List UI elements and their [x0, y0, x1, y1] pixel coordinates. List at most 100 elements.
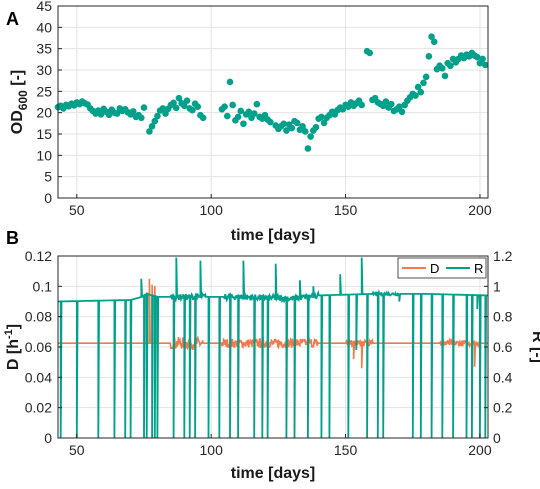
y-tick-label-left: 0.04: [25, 369, 52, 385]
data-point: [105, 111, 113, 119]
data-point: [250, 110, 258, 117]
data-point: [181, 102, 188, 110]
data-point: [234, 113, 242, 121]
data-point: [224, 112, 231, 120]
y-axis-label-a-unit: [-]: [9, 70, 26, 90]
data-point: [301, 128, 309, 135]
legend-label-r: R: [474, 261, 483, 276]
data-point: [151, 117, 159, 125]
series-r-line: [58, 257, 488, 438]
x-axis-label-b: time [days]: [231, 465, 315, 482]
data-point: [387, 100, 395, 108]
legend-label-d: D: [430, 261, 439, 276]
data-point: [414, 83, 422, 91]
data-point: [473, 53, 481, 61]
y-tick-label: 5: [44, 169, 52, 185]
y-axis-label-a-sub: 600: [16, 90, 30, 110]
y-axis-label-right-b: R [-]: [529, 331, 540, 363]
y-ticks-right-b: 0 0.2 0.4 0.6 0.8 1 1.2: [484, 248, 513, 446]
data-point: [417, 88, 425, 96]
y-tick-label-left: 0.06: [25, 339, 52, 355]
y-tick-label: 0: [44, 190, 52, 206]
data-point: [398, 108, 406, 116]
data-point: [237, 107, 245, 115]
data-point: [428, 33, 435, 41]
data-point: [307, 133, 314, 140]
y-tick-label: 10: [36, 147, 52, 163]
data-point: [267, 118, 274, 126]
x-tick-label: 100: [200, 202, 224, 218]
data-point: [240, 120, 247, 128]
data-point: [129, 108, 137, 115]
y-tick-label: 45: [36, 0, 52, 14]
y-tick-label-left: 0.1: [33, 278, 53, 294]
data-point: [175, 94, 183, 102]
data-point: [299, 123, 306, 130]
data-point: [245, 108, 253, 116]
lines-b: [58, 257, 488, 438]
data-point: [194, 103, 202, 110]
y-tick-label: 35: [36, 41, 52, 57]
y-axis-label-a-main: OD: [9, 110, 26, 134]
data-point: [113, 110, 121, 117]
data-point: [358, 101, 365, 109]
data-point: [226, 78, 234, 86]
data-point: [221, 103, 228, 110]
panel-a: A 50 100 150 200 0 5 10 15 20 25 30 35 40 45 time [d…: [6, 0, 492, 244]
data-point: [140, 104, 148, 111]
data-point: [420, 79, 427, 87]
data-point: [366, 49, 374, 57]
data-point: [148, 123, 156, 130]
x-ticks-b: 50 100 150 200: [69, 434, 492, 458]
data-point: [425, 53, 433, 60]
od600-series: [54, 33, 489, 152]
y-tick-label: 30: [36, 62, 52, 78]
x-axis-label-a: time [days]: [231, 227, 315, 244]
grid-b: [58, 255, 488, 439]
data-point: [479, 55, 486, 63]
y-ticks-left-b: 0 0.02 0.04 0.06 0.08 0.1 0.12: [25, 248, 62, 446]
y-axis-label-b-sup: -1: [3, 329, 15, 339]
x-tick-label: 100: [200, 442, 224, 458]
y-tick-label-left: 0: [44, 430, 52, 446]
y-tick-label-right: 1.2: [493, 248, 513, 264]
panel-label-a: A: [6, 9, 19, 29]
data-point: [422, 73, 430, 81]
data-point: [138, 114, 145, 122]
series-d-line: [58, 278, 488, 369]
data-point: [97, 111, 105, 118]
data-point: [320, 119, 328, 127]
y-axis-label-a: OD600 [-]: [9, 70, 30, 134]
x-tick-label: 150: [334, 442, 358, 458]
data-point: [382, 98, 390, 105]
x-tick-label: 200: [468, 202, 492, 218]
data-point: [283, 127, 290, 134]
y-tick-label: 25: [36, 83, 52, 99]
x-tick-label: 50: [69, 442, 85, 458]
data-point: [154, 112, 161, 120]
x-tick-label: 200: [468, 442, 492, 458]
y-axis-label-left-b: D [h-1]: [3, 324, 22, 370]
data-point: [288, 124, 296, 132]
data-point: [482, 61, 489, 69]
data-point: [183, 97, 191, 105]
panel-b: B 50 100 150 200 0 0.02 0.04 0.06 0.08 0.1 0.12 0…: [3, 228, 540, 482]
y-tick-label-right: 0.4: [493, 369, 513, 385]
data-point: [304, 145, 312, 152]
data-point: [447, 62, 454, 70]
y-tick-label-left: 0.12: [25, 248, 52, 264]
grid-a: [58, 5, 488, 199]
data-point: [430, 38, 438, 46]
data-point: [441, 72, 449, 80]
y-tick-label-right: 0: [493, 430, 501, 446]
y-tick-label: 20: [36, 105, 52, 121]
data-point: [170, 99, 177, 107]
data-point: [396, 103, 403, 110]
panel-label-b: B: [6, 228, 19, 248]
x-ticks-a: 50 100 150 200: [69, 194, 492, 218]
y-axis-label-b-main: D [h: [5, 339, 22, 370]
data-point: [199, 114, 207, 122]
data-point: [312, 123, 320, 131]
